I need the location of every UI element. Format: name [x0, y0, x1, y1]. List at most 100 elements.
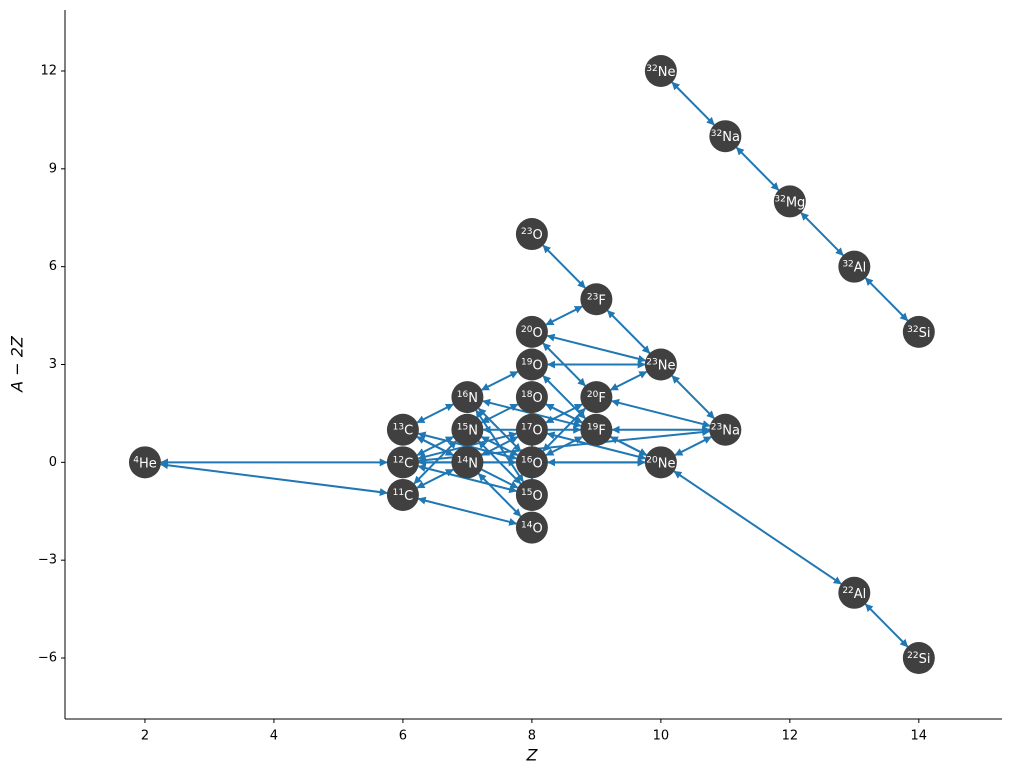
nucleus-mass: 15	[457, 422, 468, 432]
reaction-edge	[542, 375, 586, 420]
nucleus-symbol: C	[404, 456, 413, 471]
nucleus-label: 22Si	[907, 651, 930, 667]
nucleus-label: 23Ne	[646, 357, 675, 373]
nucleus-symbol: Na	[722, 423, 740, 438]
nucleus-symbol: Ne	[658, 358, 676, 373]
nucleus-label: 13C	[393, 422, 414, 438]
nucleus-label: 19F	[587, 422, 606, 438]
reaction-edge	[671, 375, 715, 420]
reaction-edge	[546, 333, 647, 363]
reaction-edge	[545, 403, 583, 424]
nucleus-mass: 23	[711, 422, 722, 432]
reaction-edge	[480, 403, 519, 424]
nucleus-node	[580, 413, 613, 446]
nucleus-node	[515, 413, 548, 446]
reaction-edge	[800, 212, 844, 256]
nucleus-label: 12C	[393, 455, 414, 471]
x-tick-label: 14	[911, 729, 928, 744]
nucleus-label: 14O	[521, 520, 543, 536]
nucleus-node	[386, 478, 419, 511]
x-tick-label: 10	[653, 729, 670, 744]
y-tick-label: −6	[38, 651, 57, 666]
reaction-edge	[611, 398, 711, 428]
nucleus-node	[451, 446, 484, 479]
nucleus-symbol: F	[598, 391, 605, 406]
nucleus-mass: 22	[842, 585, 853, 595]
nucleus-label: 32Na	[711, 129, 740, 145]
y-tick-label: 6	[49, 259, 57, 274]
nucleus-node	[709, 413, 742, 446]
nucleus-mass: 20	[521, 324, 533, 334]
nucleus-label: 11C	[393, 487, 414, 503]
nucleus-label: 20Ne	[646, 455, 675, 471]
nucleus-label: 20F	[587, 390, 606, 406]
nucleus-symbol: Ne	[658, 456, 676, 471]
nucleus-mass: 19	[521, 357, 533, 367]
nucleus-symbol: O	[532, 521, 542, 536]
nucleus-node	[386, 413, 419, 446]
nucleus-mass: 23	[521, 227, 532, 237]
nucleus-symbol: O	[532, 358, 542, 373]
nucleus-node	[838, 250, 871, 283]
nucleus-mass: 32	[774, 194, 785, 204]
nucleus-label: 32Ne	[646, 63, 675, 79]
nucleus-mass: 14	[457, 455, 469, 465]
nucleus-mass: 17	[521, 422, 532, 432]
nucleus-symbol: O	[532, 228, 542, 243]
reaction-edge	[477, 473, 522, 517]
nucleus-symbol: O	[532, 423, 542, 438]
nucleus-node	[451, 381, 484, 414]
nucleus-label: 23F	[587, 292, 606, 308]
nucleus-node	[773, 185, 806, 218]
nucleus-mass: 16	[521, 455, 533, 465]
reaction-edge	[671, 81, 715, 126]
nucleus-mass: 32	[711, 129, 722, 139]
nucleus-mass: 20	[587, 390, 599, 400]
reaction-edge	[160, 461, 388, 497]
nucleus-label: 19O	[521, 357, 543, 373]
nucleus-node	[515, 511, 548, 544]
nucleus-symbol: O	[532, 488, 542, 503]
reaction-edge	[417, 496, 518, 526]
nucleus-node	[644, 54, 677, 87]
nucleus-node	[515, 315, 548, 348]
nucleus-label: 14N	[457, 455, 478, 471]
reaction-edge	[545, 305, 583, 326]
nucleus-mass: 11	[393, 487, 404, 497]
nucleus-label: 32Al	[842, 259, 866, 275]
y-tick-label: 3	[49, 357, 57, 372]
nucleus-mass: 18	[521, 390, 533, 400]
nucleus-node	[515, 381, 548, 414]
nucleus-symbol: N	[468, 456, 478, 471]
reaction-edge	[416, 403, 454, 424]
nucleus-symbol: Al	[854, 260, 867, 275]
nucleus-node	[838, 576, 871, 609]
nucleus-symbol: O	[532, 456, 542, 471]
reaction-edge	[864, 277, 909, 322]
nucleus-node	[515, 348, 548, 381]
nucleus-node	[451, 413, 484, 446]
x-tick-label: 8	[528, 729, 536, 744]
nucleus-symbol: Mg	[786, 195, 805, 210]
nucleus-symbol: Al	[854, 586, 867, 601]
nucleus-mass: 32	[907, 324, 918, 334]
nucleus-symbol: O	[532, 391, 542, 406]
reaction-edge	[416, 436, 454, 457]
nucleus-node	[515, 218, 548, 251]
reaction-edge	[546, 431, 647, 461]
nucleus-node	[902, 315, 935, 348]
nucleus-symbol: O	[532, 325, 542, 340]
x-tick-label: 4	[270, 729, 278, 744]
nucleus-mass: 22	[907, 651, 918, 661]
nucleus-label: 16N	[457, 390, 478, 406]
nucleus-symbol: Na	[722, 130, 740, 145]
y-axis-label: A − 2Z	[8, 335, 27, 393]
nucleus-symbol: Si	[919, 325, 931, 340]
nucleus-mass: 4	[133, 455, 139, 465]
nucleus-symbol: N	[468, 391, 478, 406]
nucleus-node	[580, 283, 613, 316]
nucleus-label: 23O	[521, 227, 543, 243]
reaction-edge	[416, 468, 454, 489]
nucleus-symbol: Ne	[658, 64, 676, 79]
